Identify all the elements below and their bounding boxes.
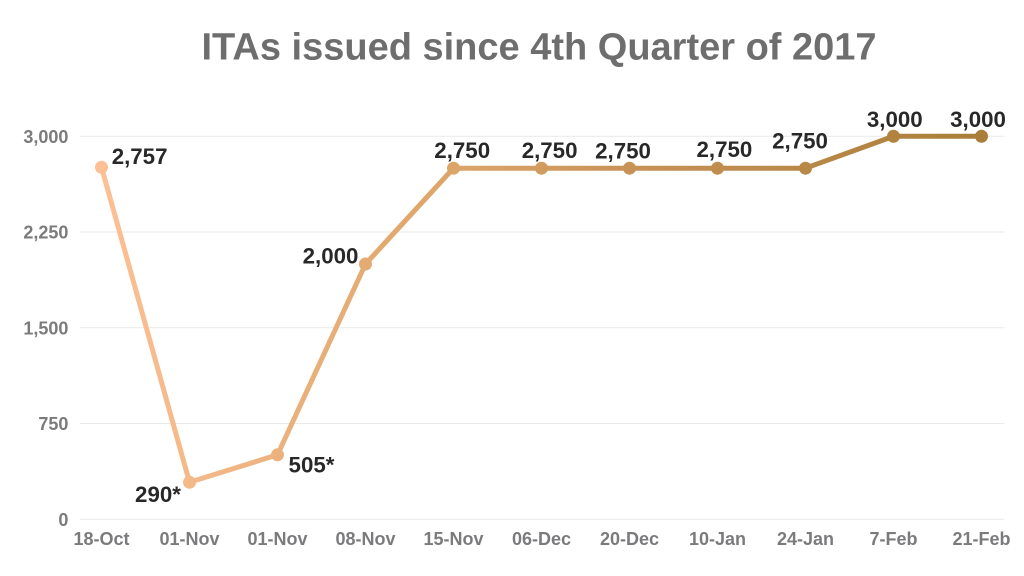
svg-text:3,000: 3,000	[867, 107, 923, 132]
svg-text:2,757: 2,757	[112, 144, 168, 169]
svg-text:505*: 505*	[289, 453, 335, 478]
svg-text:0: 0	[58, 510, 68, 530]
svg-text:ITAs issued since 4th Quarter: ITAs issued since 4th Quarter of 2017	[201, 27, 876, 69]
svg-text:3,000: 3,000	[23, 127, 68, 147]
svg-text:06-Dec: 06-Dec	[512, 529, 571, 549]
svg-text:3,000: 3,000	[950, 107, 1006, 132]
svg-text:2,750: 2,750	[697, 137, 753, 162]
svg-text:01-Nov: 01-Nov	[159, 529, 219, 549]
svg-text:7-Feb: 7-Feb	[869, 529, 917, 549]
svg-text:15-Nov: 15-Nov	[423, 529, 483, 549]
svg-text:2,750: 2,750	[772, 128, 828, 153]
svg-text:750: 750	[38, 414, 68, 434]
svg-text:2,250: 2,250	[23, 223, 68, 243]
svg-text:08-Nov: 08-Nov	[335, 529, 395, 549]
svg-text:2,750: 2,750	[595, 139, 651, 164]
svg-text:24-Jan: 24-Jan	[777, 529, 834, 549]
svg-text:01-Nov: 01-Nov	[247, 529, 307, 549]
svg-text:290*: 290*	[135, 482, 181, 507]
svg-text:2,000: 2,000	[303, 243, 359, 268]
svg-text:2,750: 2,750	[522, 138, 578, 163]
svg-text:18-Oct: 18-Oct	[73, 529, 129, 549]
svg-text:1,500: 1,500	[23, 319, 68, 339]
svg-text:10-Jan: 10-Jan	[689, 529, 746, 549]
svg-text:21-Feb: 21-Feb	[952, 529, 1010, 549]
svg-text:20-Dec: 20-Dec	[600, 529, 659, 549]
svg-text:2,750: 2,750	[434, 138, 490, 163]
